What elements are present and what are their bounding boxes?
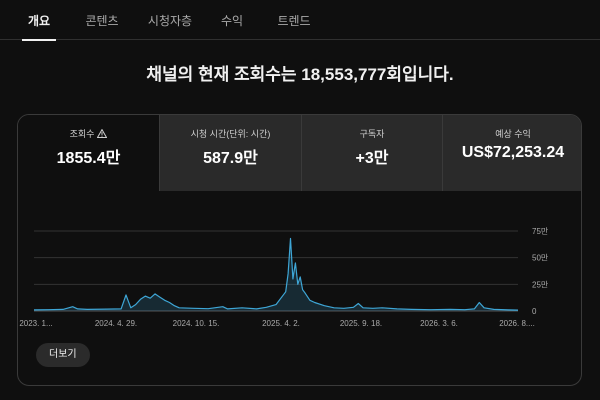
x-tick-label: 2024. 4. 29. bbox=[95, 319, 137, 328]
x-tick-label: 2026. 8.... bbox=[499, 319, 535, 328]
metric-watch-time-value: 587.9만 bbox=[203, 150, 258, 167]
warning-icon[interactable] bbox=[97, 129, 108, 138]
views-series-area bbox=[34, 238, 518, 311]
metric-subscribers[interactable]: 구독자 +3만 bbox=[301, 115, 442, 191]
chart-gridlines bbox=[34, 230, 518, 312]
views-line-chart: 0 25만 50만 75만 2023. 1... 2024. 4. 29. 2024. 1… bbox=[19, 227, 549, 328]
metric-subscribers-value: +3만 bbox=[355, 150, 389, 167]
views-series-line bbox=[33, 237, 519, 311]
x-tick-label: 2025. 9. 18. bbox=[340, 319, 382, 328]
y-tick-label: 75만 bbox=[532, 227, 549, 236]
metric-watch-time[interactable]: 시청 시간(단위: 시간) 587.9만 bbox=[159, 115, 301, 191]
metric-views-value: 1855.4만 bbox=[56, 150, 121, 167]
tab-content[interactable]: 콘텐츠 bbox=[85, 14, 119, 28]
tab-overview[interactable]: 개요 bbox=[22, 0, 56, 41]
x-tick-label: 2026. 3. 6. bbox=[420, 319, 458, 328]
tab-revenue[interactable]: 수익 bbox=[220, 14, 244, 28]
y-tick-label: 50만 bbox=[532, 254, 549, 263]
chart-y-axis: 0 25만 50만 75만 bbox=[532, 227, 549, 316]
metric-views[interactable]: 조회수 1855.4만 bbox=[18, 115, 159, 191]
x-tick-label: 2025. 4. 2. bbox=[262, 319, 300, 328]
chart-x-axis: 2023. 1... 2024. 4. 29. 2024. 10. 15. 2025.… bbox=[19, 319, 534, 328]
page-headline: 채널의 현재 조회수는 18,553,777회입니다. bbox=[146, 65, 454, 84]
metric-watch-time-label: 시청 시간(단위: 시간) bbox=[190, 129, 271, 139]
y-tick-label: 25만 bbox=[532, 280, 549, 289]
metric-views-label-row: 조회수 bbox=[18, 127, 159, 140]
metric-revenue-value: US$72,253.24 bbox=[461, 144, 565, 161]
metric-revenue-label: 예상 수익 bbox=[495, 129, 531, 139]
tab-bar: 개요 콘텐츠 시청자층 수익 트렌드 bbox=[0, 0, 600, 41]
metric-revenue[interactable]: 예상 수익 US$72,253.24 bbox=[442, 115, 581, 191]
tab-trends[interactable]: 트렌드 bbox=[277, 14, 311, 28]
metric-views-label: 조회수 bbox=[69, 129, 95, 139]
x-tick-label: 2023. 1... bbox=[19, 319, 52, 328]
analytics-card: 조회수 1855.4만 시청 시간(단위: 시간) 587.9만 구독자 +3만… bbox=[17, 114, 582, 386]
x-tick-label: 2024. 10. 15. bbox=[173, 319, 220, 328]
metric-subscribers-label: 구독자 bbox=[359, 129, 385, 139]
y-tick-label: 0 bbox=[532, 307, 537, 316]
tab-audience[interactable]: 시청자층 bbox=[147, 14, 193, 28]
more-button[interactable]: 더보기 bbox=[36, 343, 90, 367]
